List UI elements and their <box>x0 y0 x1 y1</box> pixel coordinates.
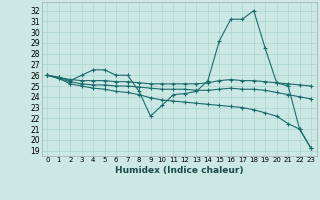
X-axis label: Humidex (Indice chaleur): Humidex (Indice chaleur) <box>115 166 244 175</box>
